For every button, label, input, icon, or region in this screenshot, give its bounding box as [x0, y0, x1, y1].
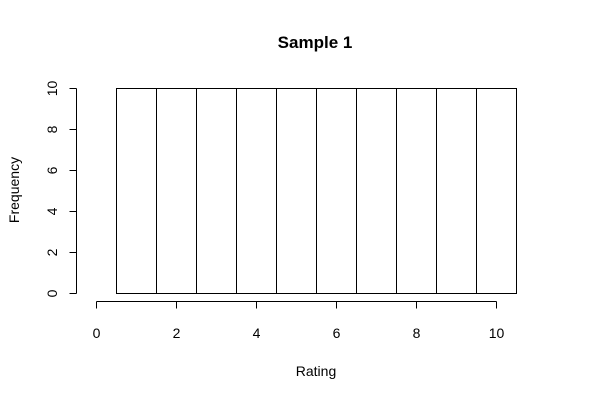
x-tick-label: 4: [253, 325, 261, 341]
y-tick-label: 2: [44, 248, 60, 256]
y-axis-label: Frequency: [6, 157, 22, 223]
histogram-bar-2: [156, 88, 197, 294]
histogram-bar-1: [116, 88, 157, 294]
y-tick-label: 0: [44, 289, 60, 297]
y-tick-label: 8: [44, 125, 60, 133]
chart-title: Sample 1: [278, 33, 353, 52]
y-tick-label: 10: [44, 81, 60, 97]
x-tick-label: 10: [489, 325, 505, 341]
bars-layer: [116, 88, 517, 294]
y-axis: 0 2 4 6 8 10: [44, 81, 77, 297]
histogram-bar-4: [236, 88, 277, 294]
y-tick-label: 4: [44, 207, 60, 215]
x-tick-label: 2: [173, 325, 181, 341]
x-axis-label: Rating: [296, 363, 336, 379]
x-axis: 0 2 4 6 8 10: [93, 301, 505, 341]
histogram-bar-3: [196, 88, 237, 294]
x-tick-label: 6: [333, 325, 341, 341]
histogram-bar-7: [356, 88, 397, 294]
histogram-bar-6: [316, 88, 357, 294]
histogram-bar-9: [436, 88, 477, 294]
histogram-bar-5: [276, 88, 317, 294]
y-tick-label: 6: [44, 166, 60, 174]
histogram-bar-8: [396, 88, 437, 294]
histogram-bar-10: [476, 88, 517, 294]
x-tick-label: 0: [93, 325, 101, 341]
x-tick-label: 8: [413, 325, 421, 341]
